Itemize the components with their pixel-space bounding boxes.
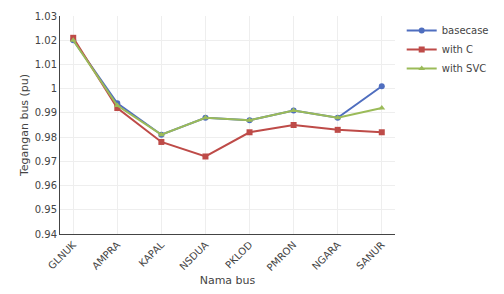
svg-text:0.97: 0.97 (35, 156, 57, 167)
svg-text:AMPRA: AMPRA (90, 239, 123, 272)
svg-text:1.02: 1.02 (35, 35, 57, 46)
svg-text:1.03: 1.03 (35, 11, 57, 22)
svg-text:1: 1 (51, 83, 57, 94)
svg-text:SANUR: SANUR (354, 239, 387, 272)
svg-text:Nama bus: Nama bus (200, 274, 256, 287)
svg-text:PMRON: PMRON (265, 239, 299, 273)
svg-text:NGARA: NGARA (310, 239, 343, 272)
svg-text:0.98: 0.98 (35, 132, 57, 143)
svg-text:0.95: 0.95 (35, 204, 57, 215)
svg-text:0.99: 0.99 (35, 107, 57, 118)
svg-text:0.96: 0.96 (35, 180, 57, 191)
svg-text:with C: with C (442, 44, 473, 55)
svg-text:NSDUA: NSDUA (177, 239, 210, 272)
svg-text:1.01: 1.01 (35, 59, 57, 70)
svg-text:PKLOD: PKLOD (223, 239, 255, 271)
svg-text:basecase: basecase (442, 25, 489, 36)
svg-text:GLNUK: GLNUK (46, 239, 79, 272)
svg-text:KAPAL: KAPAL (137, 239, 167, 269)
svg-text:with SVC: with SVC (442, 63, 487, 74)
svg-text:0.94: 0.94 (35, 229, 57, 240)
svg-text:Tegangan bus (pu): Tegangan bus (pu) (18, 74, 31, 177)
